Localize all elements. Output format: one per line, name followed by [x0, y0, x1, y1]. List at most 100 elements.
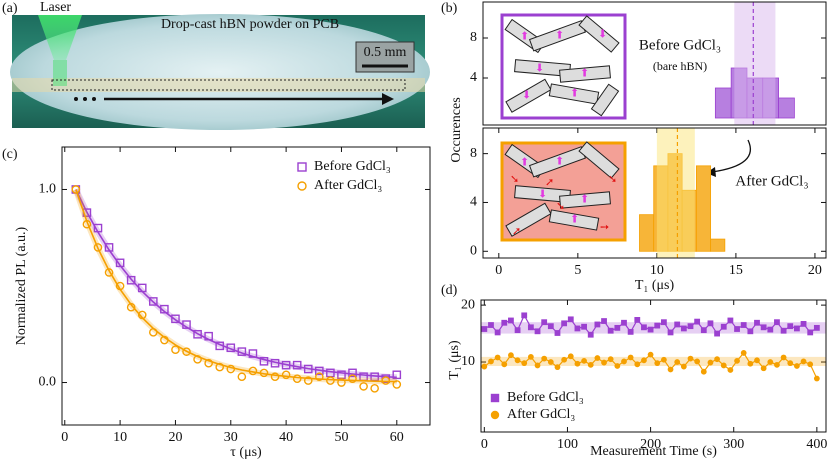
marker [641, 324, 647, 331]
marker [780, 327, 787, 334]
marker [160, 335, 169, 345]
marker [594, 355, 601, 361]
panel-label: (a) [2, 1, 18, 16]
marker [541, 355, 548, 362]
x-tick-label: 20 [808, 263, 822, 278]
x-tick-label: 200 [640, 437, 661, 452]
flake [578, 141, 620, 179]
x-tick-label: 40 [279, 430, 293, 445]
flake [559, 65, 611, 83]
marker [392, 370, 402, 380]
x-tick-label: 5 [574, 263, 581, 278]
marker [104, 268, 114, 277]
marker [714, 330, 720, 337]
marker [647, 351, 654, 358]
marker [93, 243, 103, 252]
marker [754, 357, 760, 364]
marker [292, 374, 302, 383]
marker [508, 317, 514, 324]
plot-frame [482, 1, 827, 126]
marker [547, 323, 554, 330]
x-tick-label: 60 [390, 430, 404, 445]
marker [800, 358, 807, 365]
marker [514, 327, 521, 334]
spin: ⬆ [570, 88, 579, 100]
std-band [734, 2, 776, 125]
y-tick-label: 0.0 [39, 375, 57, 390]
marker [714, 356, 720, 363]
legend-label: Before GdCl₃ [507, 390, 584, 405]
y-tick-label: 1.0 [39, 182, 57, 197]
marker [481, 363, 488, 370]
marker [527, 353, 534, 360]
flake [559, 191, 611, 209]
legend-label: After GdCl₃ [507, 407, 575, 422]
marker [182, 347, 191, 356]
marker [720, 323, 727, 330]
plot-frame [480, 299, 827, 433]
x-tick-label: 400 [806, 437, 827, 452]
marker [621, 358, 627, 365]
marker [115, 258, 125, 268]
marker [348, 368, 357, 378]
x-tick-label: 30 [224, 430, 238, 445]
marker [554, 330, 561, 336]
flake [505, 78, 552, 113]
marker [292, 360, 302, 370]
marker [392, 380, 402, 389]
marker [508, 352, 514, 359]
x-axis-label: τ (μs) [230, 445, 262, 459]
marker [581, 357, 587, 364]
legend-label: Before GdCl₃ [314, 159, 391, 174]
bar [710, 238, 726, 252]
x-tick-label: 0 [481, 437, 488, 452]
gd-spin: ➘ [556, 201, 565, 213]
marker [137, 283, 147, 293]
marker [501, 319, 508, 326]
marker [126, 302, 136, 312]
marker [627, 328, 634, 335]
marker [774, 361, 780, 368]
flake [548, 83, 600, 105]
marker [647, 326, 654, 333]
marker [534, 362, 541, 369]
marker [740, 322, 747, 328]
marker [237, 372, 247, 382]
marker [126, 275, 136, 285]
y-tick-label: 20 [461, 297, 475, 312]
marker [774, 319, 780, 326]
marker [587, 361, 594, 368]
marker [248, 366, 258, 376]
marker [370, 384, 379, 393]
marker [747, 328, 754, 335]
marker [494, 329, 501, 336]
marker [660, 356, 667, 363]
x-tick-label: 20 [168, 430, 182, 445]
inset-after: ⬆ ⬆ ⬇ ⬆ ⬆ ➘ ➚ ➘ ➚ ➙ ➘ [500, 141, 627, 242]
marker [561, 320, 568, 327]
marker [226, 364, 236, 374]
marker [115, 281, 125, 291]
flake [590, 83, 620, 117]
marker [193, 329, 202, 339]
photo-panel: 0.5 mm Laser Drop-cast hBN powder on PCB [10, 0, 430, 130]
marker [104, 243, 114, 252]
marker [541, 319, 548, 326]
laser-label: Laser [40, 0, 71, 15]
marker [720, 362, 727, 369]
marker [687, 355, 694, 362]
marker [521, 312, 528, 319]
annotation: (bare hBN) [653, 59, 707, 73]
inset-before: ⬆ ⬆ ⬇ ⬇ ⬆ ⬇ ⬆ [500, 13, 627, 120]
marker [581, 323, 587, 330]
dot [92, 97, 96, 101]
marker [574, 360, 581, 367]
marker [270, 358, 280, 368]
marker [614, 363, 621, 369]
marker [501, 361, 508, 368]
bar [778, 97, 795, 119]
flake [578, 15, 620, 53]
marker [527, 324, 534, 331]
marker [747, 360, 754, 367]
y-axis-label: T₁ (μs) [447, 340, 462, 380]
